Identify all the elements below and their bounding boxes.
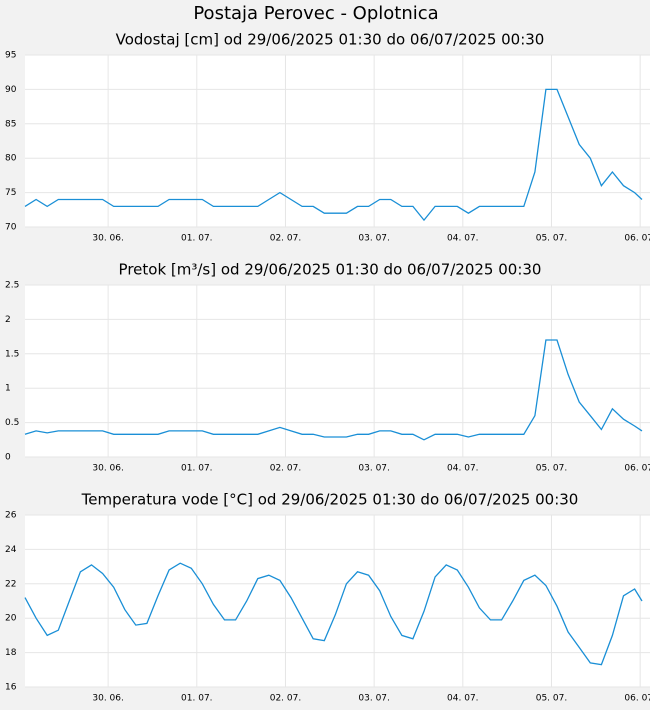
y-tick-label: 70	[5, 223, 17, 233]
x-tick-label: 01. 07.	[181, 234, 213, 244]
x-tick-label: 30. 06.	[92, 694, 124, 704]
x-tick-label: 03. 07.	[358, 694, 390, 704]
y-tick-label: 75	[5, 188, 16, 198]
y-tick-label: 16	[5, 683, 17, 693]
y-tick-label: 0	[5, 453, 11, 463]
y-tick-label: 20	[5, 614, 17, 624]
data-line	[24, 88, 643, 222]
x-tick-label: 03. 07.	[358, 234, 390, 244]
data-line	[24, 562, 643, 666]
x-tick-label: 02. 07.	[270, 464, 302, 474]
y-tick-label: 1.5	[5, 349, 19, 359]
x-tick-label: 02. 07.	[270, 694, 302, 704]
plot-area	[25, 515, 650, 687]
x-tick-label: 30. 06.	[92, 234, 124, 244]
page-title: Postaja Perovec - Oplotnica	[193, 3, 438, 24]
y-tick-label: 85	[5, 119, 16, 129]
y-tick-label: 80	[5, 154, 17, 164]
y-tick-label: 2.5	[5, 281, 19, 291]
x-tick-label: 01. 07.	[181, 464, 213, 474]
x-tick-label: 04. 07.	[447, 694, 479, 704]
plot-area	[25, 55, 650, 227]
data-line	[24, 339, 643, 441]
x-tick-label: 03. 07.	[358, 464, 390, 474]
y-tick-label: 18	[5, 648, 17, 658]
x-tick-label: 06. 07.	[624, 234, 650, 244]
plot-area	[25, 285, 650, 457]
x-tick-label: 05. 07.	[536, 464, 568, 474]
x-tick-label: 06. 07.	[624, 694, 650, 704]
x-tick-label: 06. 07.	[624, 464, 650, 474]
x-tick-label: 05. 07.	[536, 234, 568, 244]
y-tick-label: 1	[5, 384, 11, 394]
x-tick-label: 01. 07.	[181, 694, 213, 704]
chart-subtitle: Pretok [m³/s] od 29/06/2025 01:30 do 06/…	[119, 261, 542, 279]
y-tick-label: 26	[5, 511, 17, 521]
x-tick-label: 30. 06.	[92, 464, 124, 474]
x-tick-label: 04. 07.	[447, 234, 479, 244]
x-tick-label: 02. 07.	[270, 234, 302, 244]
x-tick-label: 04. 07.	[447, 464, 479, 474]
y-tick-label: 95	[5, 51, 16, 61]
y-tick-label: 24	[5, 545, 17, 555]
y-tick-label: 2	[5, 315, 11, 325]
chart-subtitle: Temperatura vode [°C] od 29/06/2025 01:3…	[81, 491, 579, 509]
y-tick-label: 90	[5, 85, 17, 95]
x-tick-label: 05. 07.	[536, 694, 568, 704]
y-tick-label: 0.5	[5, 418, 19, 428]
y-tick-label: 22	[5, 579, 16, 589]
chart-subtitle: Vodostaj [cm] od 29/06/2025 01:30 do 06/…	[116, 31, 545, 49]
